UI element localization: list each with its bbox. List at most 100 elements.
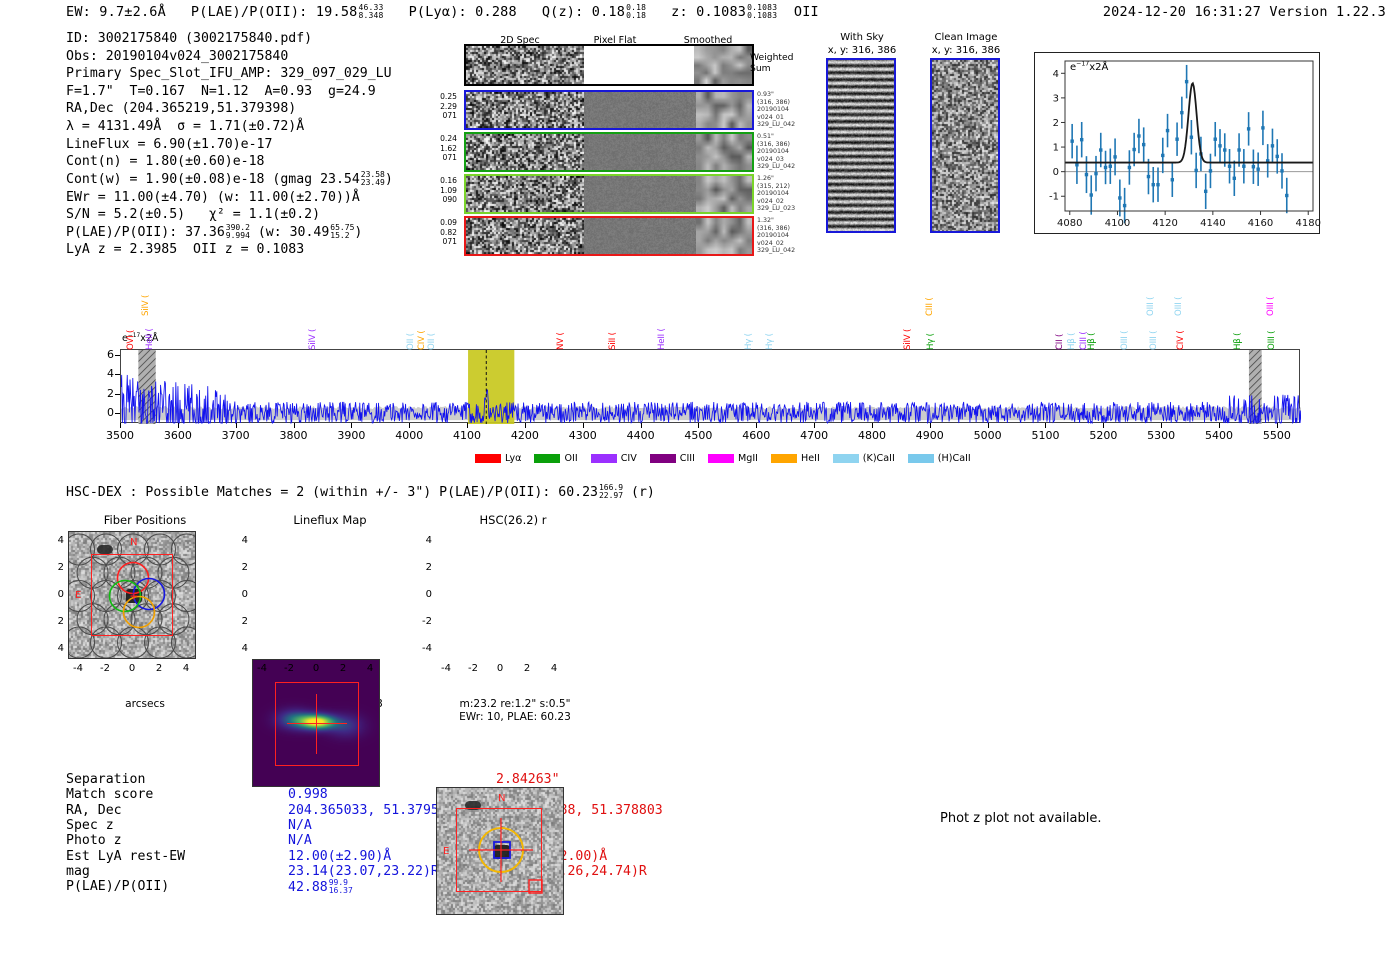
header-z-type: OII <box>793 4 819 21</box>
cutout-header-with-sky: With Sky x, y: 316, 386 <box>818 32 906 57</box>
spectrum-ytick: 0 <box>107 406 114 420</box>
svg-text:4: 4 <box>1053 69 1059 80</box>
spectrum-xtick: 4500 <box>684 429 713 442</box>
table-cell: N/A <box>288 833 312 849</box>
spectrum-xtick: 5500 <box>1262 429 1291 442</box>
legend-label: OII <box>564 453 578 464</box>
cutout-title-0: With Sky <box>840 32 884 43</box>
header-plae-label: P(LAE)/P(OII): 19.58 <box>190 4 358 21</box>
svg-text:4100: 4100 <box>1105 218 1130 229</box>
panel-xtick: 0 <box>496 663 504 674</box>
svg-text:-1: -1 <box>1049 192 1059 203</box>
neighbor-blob <box>97 545 113 554</box>
panel-title-lineflux-map: Lineflux Map <box>293 513 367 527</box>
panel-xtick: 4 <box>550 663 558 674</box>
cutout-header-clean-image: Clean Image x, y: 316, 386 <box>920 32 1012 57</box>
legend-item: HeII <box>771 453 820 464</box>
header-z-range: 0.1083 0.1083 <box>747 3 778 21</box>
spectrum-xtick: 4200 <box>510 429 539 442</box>
spec2d-row <box>464 90 754 130</box>
spectrum-xtick: 3500 <box>106 429 134 442</box>
panel-ytick: 0 <box>241 589 248 600</box>
spectrum-line-label: HeII ( <box>144 328 155 350</box>
spec2d-row-meta: 1.32" (316, 386) 20190104 v024_02 329_LU_042 <box>757 217 796 255</box>
legend-item: (H)CaII <box>907 453 971 464</box>
table-row-label: mag <box>66 863 90 879</box>
info-line-redshift: LyA z = 2.3985 OII z = 0.1083 <box>66 242 305 258</box>
spec2d-row-meta: 0.51" (316, 386) 20190104 v024_03 329_LU_042 <box>757 133 796 171</box>
spectrum-line-label: Hγ ( <box>744 333 755 350</box>
line-profile-plot: 4080 4100 4120 4140 4160 4180 -1 0 1 2 3 4 e−17x2Å <box>1034 52 1321 234</box>
legend-swatch <box>832 454 859 463</box>
panel-ytick: 4 <box>241 643 248 654</box>
panel-xtick: 2 <box>155 663 163 674</box>
spectrum-xtick: 5100 <box>1031 429 1060 442</box>
svg-text:4080: 4080 <box>1057 218 1082 229</box>
legend-swatch <box>475 454 501 463</box>
spectrum-xtick: 4400 <box>626 429 655 442</box>
spectrum-xtick: 4300 <box>568 429 597 442</box>
spectrum-line-label: OVI ( <box>125 329 136 350</box>
spectrum-xtick: 5200 <box>1089 429 1118 442</box>
table-cell: 12.00(±2.90)Å <box>288 848 392 864</box>
spectrum-ytick: 4 <box>107 367 114 381</box>
spectrum-xtick-mark <box>351 423 353 428</box>
spectrum-line-label: Hγ ( <box>925 333 936 350</box>
spectrum-xtick-mark <box>871 423 873 428</box>
cutout-clean-image <box>930 58 1000 233</box>
header-qz-range: 0.18 0.18 <box>626 3 647 21</box>
spectrum-xtick-mark <box>1219 423 1221 428</box>
spec2d-row-stats: 0.09 0.82 071 <box>440 218 457 247</box>
spectrum-xtick-mark <box>293 423 295 428</box>
hsc-dex-headline: HSC-DEX : Possible Matches = 2 (within +… <box>66 483 655 501</box>
spectrum-xtick: 4600 <box>742 429 771 442</box>
spec2d-weighted-sum-row <box>464 44 754 86</box>
legend-label: HeII <box>801 453 820 464</box>
panel-ytick: 4 <box>57 535 64 546</box>
spectrum-xtick-mark <box>640 423 642 428</box>
spectrum-xtick-mark <box>235 423 237 428</box>
match-table: Separation0.556336"2.84263"Match score0.… <box>66 772 746 912</box>
cutout-sub-0: x, y: 316, 386 <box>827 44 897 56</box>
aperture-box <box>275 682 359 766</box>
panel-xtick: -4 <box>73 663 83 674</box>
legend-item: CIII <box>649 453 695 464</box>
spectrum-line-label: Hγ ( <box>764 333 775 350</box>
table-row-label: Spec z <box>66 817 114 833</box>
table-cell-range: 99.9 16.37 <box>328 878 353 896</box>
table-row-label: Separation <box>66 772 146 787</box>
panel-xtick: -2 <box>100 663 110 674</box>
spectrum-xtick: 5400 <box>1205 429 1234 442</box>
aperture-box <box>456 808 542 892</box>
spectrum-xtick-mark <box>1276 423 1278 428</box>
header-ew: EW: 9.7±2.6Å <box>66 4 166 21</box>
panel-caption-hsc-r: m:23.2 re:1.2" s:0.5" <box>459 698 571 710</box>
spectrum-line-label: CII ( <box>1054 333 1065 350</box>
table-cell: 2.84263" <box>496 772 560 787</box>
line-profile-units-label: e−17x2Å <box>1070 60 1109 73</box>
spectrum-line-label: SiII ( <box>607 332 618 350</box>
spectrum-xtick: 3700 <box>221 429 250 442</box>
legend-swatch <box>534 454 561 463</box>
legend-swatch <box>771 454 797 463</box>
panel-ytick: -4 <box>422 643 432 654</box>
panel-ytick: 2 <box>425 562 432 573</box>
table-row-label: RA, Dec <box>66 802 122 818</box>
spectrum-xtick-mark <box>756 423 758 428</box>
col-header-2dspec: 2D Spec <box>500 35 540 46</box>
panel-ytick: -2 <box>422 616 432 627</box>
spec2d-panel-group: 0.25 2.29 071 0.93" (316, 386) 20190104 v024_0… <box>440 30 795 260</box>
spectrum-xtick-mark <box>467 423 469 428</box>
table-row-label: Match score <box>66 787 154 803</box>
svg-text:1: 1 <box>1053 143 1059 154</box>
crosshair <box>253 660 379 786</box>
svg-text:3: 3 <box>1053 93 1059 104</box>
spectrum-ytick-mark <box>115 374 120 376</box>
info-line-radec: RA,Dec (204.365219,51.379398) <box>66 101 297 117</box>
svg-text:0: 0 <box>1053 167 1059 178</box>
table-cell: 204.365033, 51.379500 <box>288 802 455 818</box>
svg-text:4160: 4160 <box>1248 218 1273 229</box>
panel-xtick: -4 <box>441 663 451 674</box>
image-panel-fiber: + N E <box>68 531 196 659</box>
